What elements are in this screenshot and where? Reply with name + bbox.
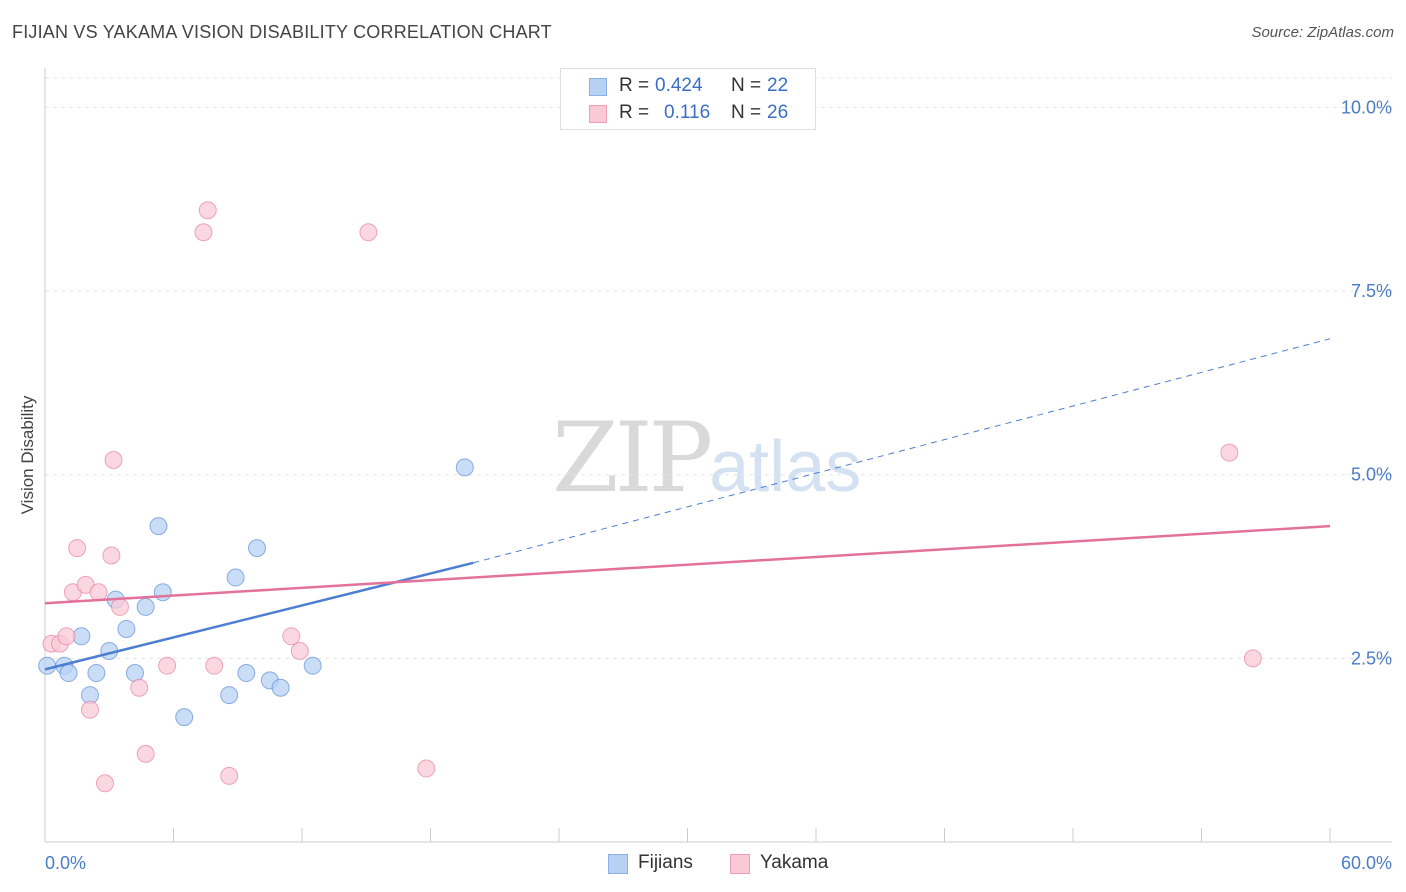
y-tick-label: 7.5% bbox=[1351, 281, 1392, 301]
data-point-yakama bbox=[205, 656, 224, 675]
data-point-yakama bbox=[89, 583, 108, 602]
legend-r-label: R = bbox=[619, 102, 650, 123]
data-point-fijians bbox=[248, 539, 267, 558]
data-point-yakama bbox=[194, 223, 213, 242]
data-point-yakama bbox=[95, 774, 114, 793]
data-point-yakama bbox=[104, 451, 123, 469]
chart-title: FIJIAN VS YAKAMA VISION DISABILITY CORRE… bbox=[12, 22, 552, 42]
y-tick-label: 5.0% bbox=[1351, 465, 1392, 485]
data-point-fijians bbox=[220, 686, 239, 705]
legend-r-value: 0.424 bbox=[655, 75, 703, 96]
data-point-yakama bbox=[130, 678, 149, 697]
data-point-yakama bbox=[158, 656, 177, 675]
legend-label-fijians: Fijians bbox=[638, 852, 693, 873]
data-point-yakama bbox=[220, 766, 239, 785]
y-axis-title: Vision Disability bbox=[18, 395, 37, 514]
data-point-fijians bbox=[303, 656, 322, 675]
data-point-yakama bbox=[417, 759, 436, 778]
legend-swatch-yakama bbox=[730, 854, 750, 874]
legend-swatch-fijians bbox=[589, 78, 607, 96]
data-point-yakama bbox=[1220, 443, 1239, 462]
data-point-fijians bbox=[59, 664, 78, 683]
legend-n-value: 26 bbox=[767, 102, 789, 123]
legend-r-label: R = bbox=[619, 75, 650, 96]
data-point-yakama bbox=[102, 546, 121, 565]
data-point-yakama bbox=[57, 627, 76, 646]
legend-swatch-yakama bbox=[589, 105, 607, 123]
legend-label-yakama: Yakama bbox=[760, 852, 829, 873]
data-point-yakama bbox=[359, 223, 378, 242]
x-tick-label: 0.0% bbox=[45, 853, 86, 873]
data-point-yakama bbox=[80, 700, 99, 719]
data-point-yakama bbox=[1243, 649, 1262, 668]
data-point-yakama bbox=[136, 744, 155, 763]
series-legend: Fijians Yakama bbox=[0, 852, 1406, 878]
y-tick-label: 2.5% bbox=[1351, 648, 1392, 668]
data-point-yakama bbox=[68, 539, 87, 558]
legend-n-label: N = bbox=[731, 102, 762, 123]
data-point-fijians bbox=[87, 664, 106, 683]
legend-n-value: 22 bbox=[767, 75, 789, 96]
data-point-yakama bbox=[110, 597, 129, 616]
data-point-fijians bbox=[175, 708, 194, 727]
data-point-fijians bbox=[153, 583, 172, 602]
data-point-yakama bbox=[290, 642, 309, 660]
data-point-fijians bbox=[271, 678, 290, 697]
data-point-fijians bbox=[455, 458, 474, 477]
trendline-yakama bbox=[44, 524, 1331, 605]
data-point-fijians bbox=[38, 656, 57, 675]
y-tick-label: 10.0% bbox=[1341, 97, 1392, 117]
legend-n-label: N = bbox=[731, 75, 762, 96]
data-point-yakama bbox=[282, 627, 301, 646]
data-point-fijians bbox=[149, 517, 168, 536]
data-point-fijians bbox=[117, 619, 136, 638]
data-point-fijians bbox=[226, 568, 245, 587]
data-point-fijians bbox=[237, 664, 256, 683]
data-point-fijians bbox=[72, 627, 91, 646]
legend-r-value: 0.116 bbox=[664, 102, 711, 123]
legend-swatch-fijians bbox=[608, 854, 628, 874]
correlation-legend: R = 0.424 N = 22 R = 0.116 N = 26 bbox=[560, 68, 816, 130]
trendline-fijians-extended bbox=[473, 338, 1331, 564]
chart-source: Source: ZipAtlas.com bbox=[1251, 24, 1394, 41]
legend-row-fijians: R = 0.424 N = 22 bbox=[561, 75, 815, 101]
data-point-fijians bbox=[136, 597, 155, 616]
data-point-yakama bbox=[198, 201, 217, 220]
legend-row-yakama: R = 0.116 N = 26 bbox=[561, 102, 815, 128]
trendline-fijians bbox=[44, 561, 474, 671]
x-tick-label: 60.0% bbox=[1341, 853, 1392, 873]
